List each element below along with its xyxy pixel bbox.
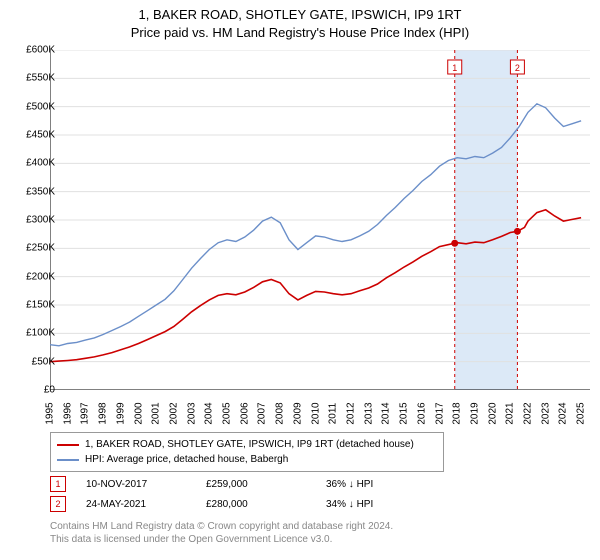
y-tick-label: £200K xyxy=(26,271,55,282)
y-tick-label: £0 xyxy=(44,385,55,396)
sale-date-2: 24-MAY-2021 xyxy=(86,499,206,510)
x-tick-label: 2011 xyxy=(328,403,339,425)
title-line1: 1, BAKER ROAD, SHOTLEY GATE, IPSWICH, IP… xyxy=(0,6,600,24)
chart-container: 1, BAKER ROAD, SHOTLEY GATE, IPSWICH, IP… xyxy=(0,0,600,560)
y-tick-label: £100K xyxy=(26,328,55,339)
x-tick-label: 2018 xyxy=(452,402,463,424)
sale-date-1: 10-NOV-2017 xyxy=(86,479,206,490)
y-tick-label: £50K xyxy=(32,356,55,367)
legend-swatch-hpi xyxy=(57,459,79,461)
sale-delta-2: 34% ↓ HPI xyxy=(326,499,446,510)
x-tick-label: 2006 xyxy=(239,402,250,424)
y-tick-label: £250K xyxy=(26,243,55,254)
x-tick-label: 2009 xyxy=(292,402,303,424)
x-tick-label: 2008 xyxy=(275,402,286,424)
y-tick-label: £400K xyxy=(26,158,55,169)
chart-title: 1, BAKER ROAD, SHOTLEY GATE, IPSWICH, IP… xyxy=(0,0,600,42)
footnote-line2: This data is licensed under the Open Gov… xyxy=(50,533,393,546)
x-tick-label: 1997 xyxy=(80,402,91,424)
sale-badge-1: 1 xyxy=(50,476,66,492)
x-tick-label: 2024 xyxy=(558,402,569,424)
x-tick-label: 2016 xyxy=(416,402,427,424)
title-line2: Price paid vs. HM Land Registry's House … xyxy=(0,24,600,42)
x-tick-label: 2003 xyxy=(186,402,197,424)
x-tick-label: 2004 xyxy=(204,402,215,424)
legend-swatch-price-paid xyxy=(57,444,79,446)
x-tick-label: 2014 xyxy=(381,402,392,424)
x-tick-label: 2005 xyxy=(222,402,233,424)
x-tick-label: 2002 xyxy=(168,402,179,424)
legend-label-price-paid: 1, BAKER ROAD, SHOTLEY GATE, IPSWICH, IP… xyxy=(85,437,414,452)
x-tick-label: 2017 xyxy=(434,402,445,424)
x-tick-label: 2007 xyxy=(257,402,268,424)
x-tick-label: 2025 xyxy=(576,402,587,424)
plot-area: 12 xyxy=(50,50,590,390)
x-tick-label: 2020 xyxy=(487,402,498,424)
sale-badge-2: 2 xyxy=(50,496,66,512)
y-tick-label: £550K xyxy=(26,73,55,84)
sale-price-1: £259,000 xyxy=(206,479,326,490)
svg-text:1: 1 xyxy=(452,63,457,73)
x-tick-label: 2001 xyxy=(151,402,162,424)
x-tick-label: 2021 xyxy=(505,402,516,424)
footnote: Contains HM Land Registry data © Crown c… xyxy=(50,520,393,546)
x-tick-label: 2019 xyxy=(469,402,480,424)
x-tick-label: 1995 xyxy=(45,402,56,424)
legend-row-price-paid: 1, BAKER ROAD, SHOTLEY GATE, IPSWICH, IP… xyxy=(57,437,437,452)
y-tick-label: £350K xyxy=(26,186,55,197)
svg-text:2: 2 xyxy=(515,63,520,73)
legend-row-hpi: HPI: Average price, detached house, Babe… xyxy=(57,452,437,467)
x-tick-label: 2013 xyxy=(363,402,374,424)
x-tick-label: 2012 xyxy=(345,402,356,424)
x-tick-label: 1998 xyxy=(98,402,109,424)
sales-row-1: 1 10-NOV-2017 £259,000 36% ↓ HPI xyxy=(50,474,590,494)
y-tick-label: £300K xyxy=(26,215,55,226)
y-tick-label: £600K xyxy=(26,45,55,56)
legend-label-hpi: HPI: Average price, detached house, Babe… xyxy=(85,452,288,467)
legend: 1, BAKER ROAD, SHOTLEY GATE, IPSWICH, IP… xyxy=(50,432,444,472)
sales-row-2: 2 24-MAY-2021 £280,000 34% ↓ HPI xyxy=(50,494,590,514)
footnote-line1: Contains HM Land Registry data © Crown c… xyxy=(50,520,393,533)
x-tick-label: 1996 xyxy=(62,402,73,424)
sale-price-2: £280,000 xyxy=(206,499,326,510)
x-tick-label: 2015 xyxy=(399,402,410,424)
sales-table: 1 10-NOV-2017 £259,000 36% ↓ HPI 2 24-MA… xyxy=(50,474,590,514)
y-tick-label: £500K xyxy=(26,101,55,112)
plot-svg: 12 xyxy=(50,50,590,390)
y-tick-label: £450K xyxy=(26,130,55,141)
y-tick-label: £150K xyxy=(26,300,55,311)
x-tick-label: 2023 xyxy=(540,402,551,424)
sale-delta-1: 36% ↓ HPI xyxy=(326,479,446,490)
x-tick-label: 2000 xyxy=(133,402,144,424)
x-tick-label: 1999 xyxy=(115,402,126,424)
x-tick-label: 2022 xyxy=(523,402,534,424)
x-tick-label: 2010 xyxy=(310,402,321,424)
